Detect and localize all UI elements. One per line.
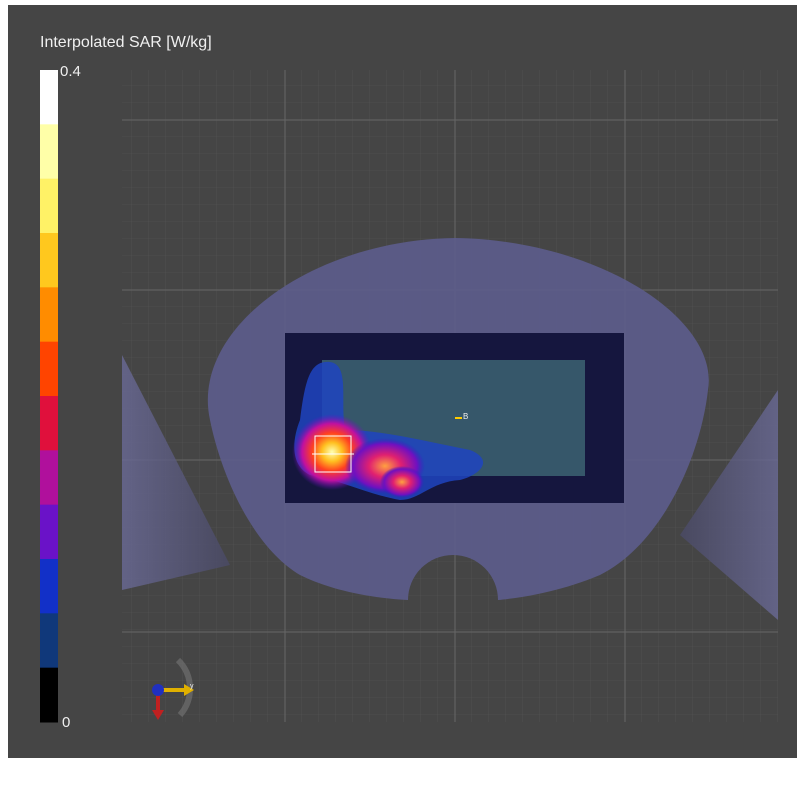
colorbar-title: Interpolated SAR [W/kg] <box>40 34 212 51</box>
colorbar-segment <box>40 450 58 506</box>
colorbar-segment <box>40 70 58 125</box>
colorbar-segment <box>40 667 58 723</box>
marker-label: B <box>463 412 468 421</box>
colorbar <box>40 70 58 723</box>
colorbar-segment <box>40 504 58 560</box>
colorbar-segment <box>40 124 58 180</box>
colorbar-segment <box>40 613 58 669</box>
colorbar-segment <box>40 559 58 614</box>
colorbar-segment <box>40 396 58 451</box>
axis-label: y <box>190 683 194 690</box>
right-wedge <box>680 390 778 620</box>
axis-triad: y <box>152 657 194 720</box>
colorbar-max: 0.4 <box>60 63 81 80</box>
colorbar-segment <box>40 178 58 234</box>
colorbar-segment <box>40 341 58 397</box>
colorbar-segment <box>40 287 58 343</box>
colorbar-min: 0 <box>62 714 70 731</box>
sar-tertiary <box>380 466 424 498</box>
left-wedge <box>122 355 230 590</box>
colorbar-segment <box>40 233 58 288</box>
